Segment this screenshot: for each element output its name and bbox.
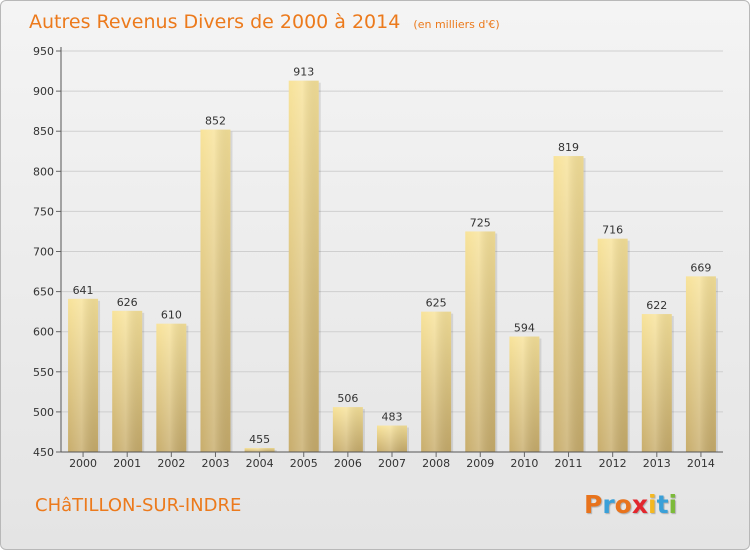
y-tick-label: 950 (33, 45, 54, 58)
bar-shine (377, 425, 407, 452)
commune-name: CHâTILLON-SUR-INDRE (35, 495, 242, 516)
value-label: 610 (161, 309, 182, 322)
bar-shine (112, 310, 143, 452)
brand-letter: x (631, 490, 648, 519)
bar-shine (509, 336, 540, 452)
bar-shine (68, 298, 99, 452)
x-tick-label: 2001 (113, 457, 141, 470)
x-tick-label: 2013 (643, 457, 671, 470)
value-label: 622 (646, 299, 667, 312)
value-label: 625 (426, 297, 447, 310)
bar-2004 (244, 447, 277, 452)
x-tick-label: 2007 (378, 457, 406, 470)
bar-shine (156, 323, 187, 452)
bar-shine (200, 129, 231, 452)
bar-shine (641, 314, 672, 452)
chart-title: Autres Revenus Divers de 2000 à 2014 (en… (29, 11, 500, 33)
brand-letter: r (602, 490, 615, 519)
y-tick-label: 550 (33, 366, 54, 379)
bar-shine (597, 238, 628, 452)
x-tick-label: 2008 (422, 457, 450, 470)
brand-logo[interactable]: Proxiti (584, 490, 677, 519)
brand-letter: P (584, 490, 603, 519)
x-tick-label: 2012 (599, 457, 627, 470)
bar-2005 (288, 80, 321, 452)
bar-2014 (685, 276, 718, 452)
x-tick-label: 2010 (510, 457, 538, 470)
x-axis-ticks: 2000 2001 2002 2003 2004 2005 2006 2007 2008 2009… (69, 452, 715, 470)
y-tick-label: 650 (33, 286, 54, 299)
x-tick-label: 2014 (687, 457, 715, 470)
y-tick-label: 900 (33, 85, 54, 98)
x-tick-label: 2009 (466, 457, 494, 470)
value-label: 641 (73, 284, 94, 297)
bar-shine (685, 276, 716, 452)
bar-shine (288, 80, 319, 452)
y-tick-label: 600 (33, 326, 54, 339)
bar-shine (465, 231, 496, 452)
bar-2009 (465, 231, 498, 452)
y-axis-ticks: 450 500 550 600 650 700 750 800 850 900 950 (33, 45, 61, 459)
bar-shine (421, 311, 452, 452)
value-label: 626 (117, 296, 138, 309)
value-label: 725 (470, 216, 491, 229)
chart-title-unit: (en milliers d'€) (413, 18, 499, 31)
value-label: 669 (690, 261, 711, 274)
value-label: 594 (514, 322, 535, 335)
value-label: 913 (293, 66, 314, 79)
value-labels: 641 626 610 852 455 913 506 483 625 725 594 819 716 6… (73, 66, 712, 446)
y-tick-label: 500 (33, 406, 54, 419)
bar-2007 (377, 425, 409, 452)
value-label: 716 (602, 224, 623, 237)
y-tick-label: 800 (33, 165, 54, 178)
bar-2006 (332, 407, 365, 452)
y-tick-label: 850 (33, 125, 54, 138)
x-tick-label: 2003 (201, 457, 229, 470)
brand-letter: o (614, 490, 632, 519)
value-label: 819 (558, 141, 579, 154)
x-tick-label: 2004 (246, 457, 274, 470)
bars (68, 80, 718, 452)
bar-2010 (509, 336, 542, 452)
x-tick-label: 2011 (555, 457, 583, 470)
bar-shine (332, 407, 363, 452)
y-tick-label: 750 (33, 205, 54, 218)
x-tick-label: 2005 (290, 457, 318, 470)
bar-2000 (68, 298, 101, 452)
bar-2002 (156, 323, 189, 452)
bar-2001 (112, 310, 145, 452)
chart-title-main: Autres Revenus Divers de 2000 à 2014 (29, 11, 400, 33)
bar-shine (244, 447, 275, 452)
y-tick-label: 450 (33, 446, 54, 459)
value-label: 483 (382, 411, 403, 424)
bar-shine (553, 156, 584, 452)
brand-letter: t (656, 490, 669, 519)
brand-letter: i (648, 490, 657, 519)
y-tick-label: 700 (33, 246, 54, 259)
bar-2003 (200, 129, 233, 452)
bar-2011 (553, 156, 586, 452)
x-tick-label: 2000 (69, 457, 97, 470)
brand-letter: i (668, 490, 678, 519)
value-label: 506 (337, 392, 358, 405)
bar-2013 (641, 314, 674, 452)
value-label: 852 (205, 115, 226, 128)
x-tick-label: 2002 (157, 457, 185, 470)
x-tick-label: 2006 (334, 457, 362, 470)
bar-2008 (421, 311, 454, 452)
value-label: 455 (249, 433, 270, 446)
bar-2012 (597, 238, 630, 452)
